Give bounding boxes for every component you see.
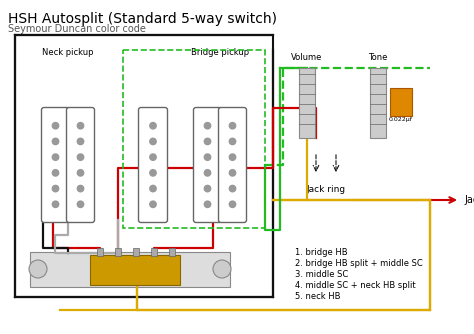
Circle shape xyxy=(77,154,84,160)
Circle shape xyxy=(29,260,47,278)
Text: 3. middle SC: 3. middle SC xyxy=(295,270,348,279)
Circle shape xyxy=(150,170,156,176)
Bar xyxy=(151,248,157,256)
Circle shape xyxy=(150,185,156,192)
Circle shape xyxy=(77,170,84,176)
FancyBboxPatch shape xyxy=(193,108,221,222)
Bar xyxy=(299,68,315,138)
Circle shape xyxy=(150,123,156,129)
Circle shape xyxy=(204,123,211,129)
Circle shape xyxy=(204,185,211,192)
Text: 1. bridge HB: 1. bridge HB xyxy=(295,248,347,257)
Circle shape xyxy=(150,201,156,207)
Circle shape xyxy=(77,138,84,145)
Text: Seymour Duncan color code: Seymour Duncan color code xyxy=(8,24,146,34)
Bar xyxy=(15,35,273,297)
Circle shape xyxy=(52,138,59,145)
FancyBboxPatch shape xyxy=(42,108,70,222)
Bar xyxy=(97,248,103,256)
Bar xyxy=(390,88,412,116)
FancyBboxPatch shape xyxy=(219,108,246,222)
Bar xyxy=(123,50,265,228)
Circle shape xyxy=(204,201,211,207)
Circle shape xyxy=(52,154,59,160)
Text: Volume: Volume xyxy=(292,53,323,62)
Bar xyxy=(90,255,180,285)
Circle shape xyxy=(204,170,211,176)
Text: Neck pickup: Neck pickup xyxy=(42,48,94,57)
Circle shape xyxy=(52,170,59,176)
Circle shape xyxy=(229,154,236,160)
Text: Jack ring: Jack ring xyxy=(306,185,346,194)
Text: 0.022μf: 0.022μf xyxy=(389,117,413,122)
Circle shape xyxy=(204,154,211,160)
Circle shape xyxy=(77,201,84,207)
Text: Tone: Tone xyxy=(368,53,388,62)
Text: 2. bridge HB split + middle SC: 2. bridge HB split + middle SC xyxy=(295,259,423,268)
Text: 5. neck HB: 5. neck HB xyxy=(295,292,340,301)
Circle shape xyxy=(229,123,236,129)
Text: HSH Autosplit (Standard 5-way switch): HSH Autosplit (Standard 5-way switch) xyxy=(8,12,277,26)
Circle shape xyxy=(52,201,59,207)
Circle shape xyxy=(213,260,231,278)
Bar xyxy=(370,68,386,138)
Bar xyxy=(133,248,139,256)
FancyBboxPatch shape xyxy=(66,108,94,222)
Circle shape xyxy=(229,185,236,192)
Circle shape xyxy=(150,138,156,145)
Bar xyxy=(30,252,230,287)
Circle shape xyxy=(204,138,211,145)
Text: Bridge pickup: Bridge pickup xyxy=(191,48,249,57)
Bar xyxy=(169,248,175,256)
Circle shape xyxy=(52,123,59,129)
FancyBboxPatch shape xyxy=(138,108,167,222)
Circle shape xyxy=(229,138,236,145)
Circle shape xyxy=(52,185,59,192)
Circle shape xyxy=(77,123,84,129)
Text: Jack tip: Jack tip xyxy=(464,195,474,205)
Circle shape xyxy=(150,154,156,160)
Circle shape xyxy=(77,185,84,192)
Text: 4. middle SC + neck HB split: 4. middle SC + neck HB split xyxy=(295,281,416,290)
Bar xyxy=(115,248,121,256)
Circle shape xyxy=(229,170,236,176)
Circle shape xyxy=(229,201,236,207)
